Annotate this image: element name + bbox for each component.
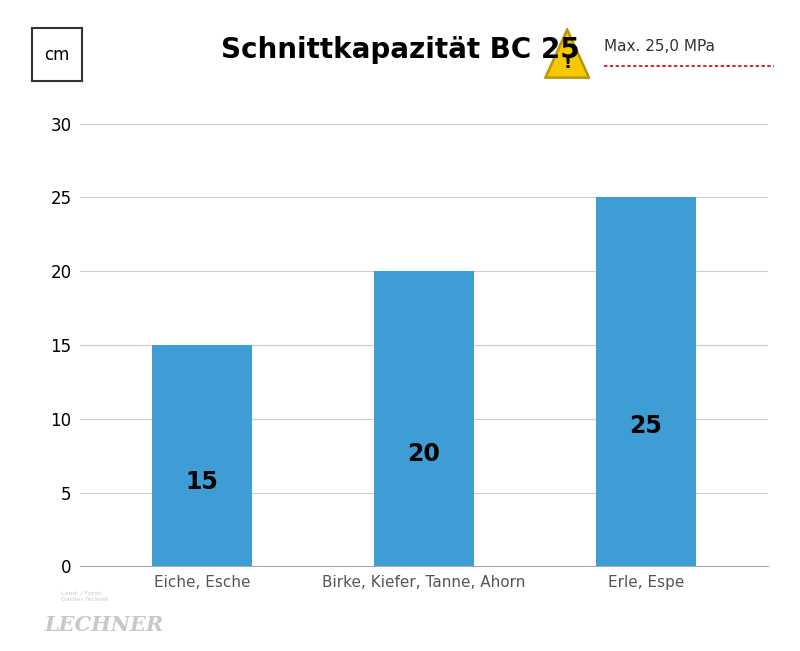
Text: Max. 25,0 MPa: Max. 25,0 MPa (604, 39, 715, 54)
Text: 25: 25 (630, 414, 662, 438)
Bar (596, 197, 696, 566)
Bar (374, 271, 474, 566)
Text: 15: 15 (186, 470, 218, 494)
Polygon shape (546, 29, 589, 77)
Text: !: ! (563, 54, 571, 72)
Bar (152, 345, 252, 566)
Text: 20: 20 (407, 442, 441, 466)
Text: Land- / Forst-
Garten Technik: Land- / Forst- Garten Technik (61, 591, 108, 602)
Text: cm: cm (44, 46, 70, 64)
Text: Schnittkapazität BC 25: Schnittkapazität BC 25 (221, 36, 579, 64)
Text: LECHNER: LECHNER (44, 615, 163, 635)
